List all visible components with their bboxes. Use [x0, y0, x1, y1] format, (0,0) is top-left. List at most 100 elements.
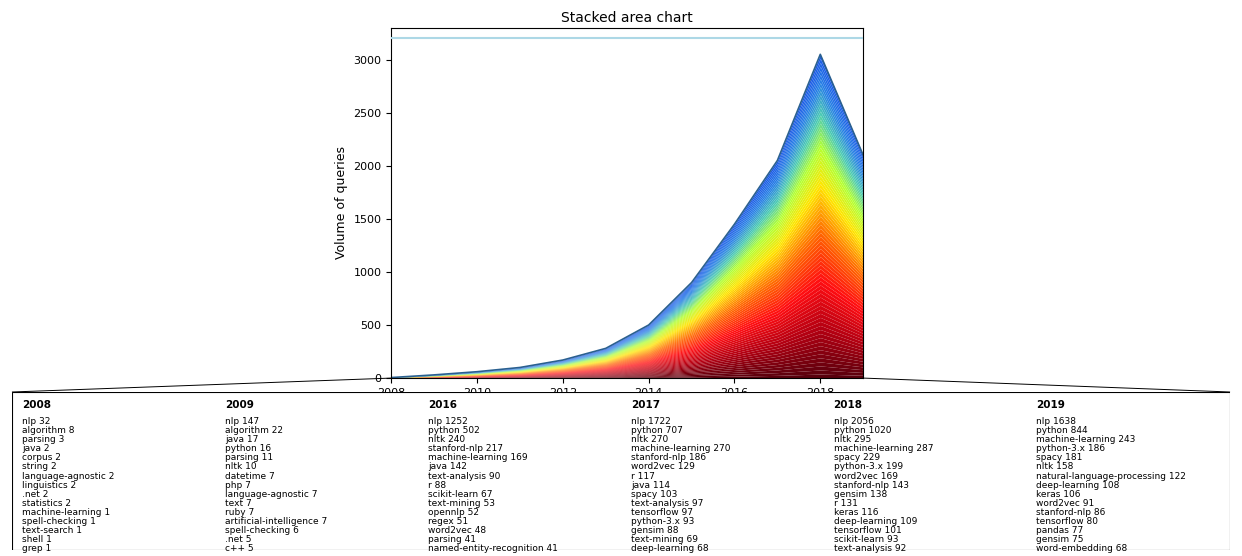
Text: tensorflow 101: tensorflow 101 [833, 526, 902, 535]
Text: gensim 138: gensim 138 [833, 490, 887, 499]
Text: word-embedding 68: word-embedding 68 [1037, 544, 1128, 553]
Text: named-entity-recognition 41: named-entity-recognition 41 [428, 544, 558, 553]
Text: opennlp 52: opennlp 52 [428, 508, 479, 517]
Text: tensorflow 97: tensorflow 97 [631, 508, 693, 517]
Text: spacy 103: spacy 103 [631, 490, 677, 499]
Text: gensim 88: gensim 88 [631, 526, 678, 535]
Text: python 707: python 707 [631, 426, 683, 435]
Text: keras 106: keras 106 [1037, 490, 1081, 499]
Text: text-mining 69: text-mining 69 [631, 535, 698, 544]
Text: string 2: string 2 [22, 463, 57, 471]
Text: machine-learning 243: machine-learning 243 [1037, 435, 1136, 444]
Text: 2009: 2009 [225, 400, 253, 410]
Text: r 88: r 88 [428, 480, 446, 490]
Text: nlp 2056: nlp 2056 [833, 418, 873, 426]
Text: java 142: java 142 [428, 463, 467, 471]
Text: parsing 3: parsing 3 [22, 435, 65, 444]
Text: word2vec 91: word2vec 91 [1037, 499, 1094, 508]
Text: r 131: r 131 [833, 499, 857, 508]
Text: 2018: 2018 [833, 400, 863, 410]
Text: 2019: 2019 [1037, 400, 1066, 410]
Text: parsing 41: parsing 41 [428, 535, 476, 544]
Text: spell-checking 6: spell-checking 6 [225, 526, 299, 535]
Text: 2008: 2008 [22, 400, 51, 410]
Text: text-analysis 97: text-analysis 97 [631, 499, 703, 508]
Text: artificial-intelligence 7: artificial-intelligence 7 [225, 517, 328, 525]
Text: natural-language-processing 122: natural-language-processing 122 [1037, 471, 1186, 480]
Text: 2016: 2016 [428, 400, 457, 410]
Text: .net 2: .net 2 [22, 490, 48, 499]
Text: nltk 10: nltk 10 [225, 463, 257, 471]
Text: nlp 147: nlp 147 [225, 418, 260, 426]
Text: php 7: php 7 [225, 480, 251, 490]
Text: java 114: java 114 [631, 480, 669, 490]
Text: spacy 181: spacy 181 [1037, 454, 1083, 463]
Text: text-search 1: text-search 1 [22, 526, 82, 535]
Text: text 7: text 7 [225, 499, 252, 508]
Text: text-analysis 90: text-analysis 90 [428, 471, 501, 480]
Y-axis label: Volume of queries: Volume of queries [335, 146, 348, 260]
Text: language-agnostic 2: language-agnostic 2 [22, 471, 114, 480]
Text: nltk 240: nltk 240 [428, 435, 465, 444]
Text: python-3.x 186: python-3.x 186 [1037, 444, 1105, 454]
Text: algorithm 22: algorithm 22 [225, 426, 283, 435]
Text: word2vec 169: word2vec 169 [833, 471, 898, 480]
Text: machine-learning 169: machine-learning 169 [428, 454, 528, 463]
Text: python 502: python 502 [428, 426, 479, 435]
Text: ruby 7: ruby 7 [225, 508, 255, 517]
Text: java 2: java 2 [22, 444, 50, 454]
Text: machine-learning 287: machine-learning 287 [833, 444, 933, 454]
Text: java 17: java 17 [225, 435, 258, 444]
Text: keras 116: keras 116 [833, 508, 878, 517]
Text: tensorflow 80: tensorflow 80 [1037, 517, 1098, 525]
Text: spacy 229: spacy 229 [833, 454, 879, 463]
Text: stanford-nlp 217: stanford-nlp 217 [428, 444, 503, 454]
Text: shell 1: shell 1 [22, 535, 52, 544]
Text: stanford-nlp 86: stanford-nlp 86 [1037, 508, 1105, 517]
Text: statistics 2: statistics 2 [22, 499, 71, 508]
Text: datetime 7: datetime 7 [225, 471, 274, 480]
Text: language-agnostic 7: language-agnostic 7 [225, 490, 318, 499]
Text: pandas 77: pandas 77 [1037, 526, 1084, 535]
FancyBboxPatch shape [12, 392, 1230, 550]
Text: machine-learning 1: machine-learning 1 [22, 508, 111, 517]
Text: parsing 11: parsing 11 [225, 454, 273, 463]
Text: linguistics 2: linguistics 2 [22, 480, 76, 490]
Text: r 117: r 117 [631, 471, 655, 480]
X-axis label: year: year [614, 403, 641, 416]
Text: spell-checking 1: spell-checking 1 [22, 517, 96, 525]
Text: text-mining 53: text-mining 53 [428, 499, 494, 508]
Text: nltk 158: nltk 158 [1037, 463, 1074, 471]
Text: 2017: 2017 [631, 400, 660, 410]
Text: scikit-learn 93: scikit-learn 93 [833, 535, 898, 544]
Text: c++ 5: c++ 5 [225, 544, 253, 553]
Text: text-analysis 92: text-analysis 92 [833, 544, 905, 553]
Text: nlp 1638: nlp 1638 [1037, 418, 1077, 426]
Text: algorithm 8: algorithm 8 [22, 426, 75, 435]
Text: nltk 270: nltk 270 [631, 435, 668, 444]
Text: python 1020: python 1020 [833, 426, 891, 435]
Text: grep 1: grep 1 [22, 544, 51, 553]
Text: nlp 1722: nlp 1722 [631, 418, 671, 426]
Title: Stacked area chart: Stacked area chart [561, 11, 693, 25]
Text: stanford-nlp 186: stanford-nlp 186 [631, 454, 705, 463]
Text: nlp 32: nlp 32 [22, 418, 51, 426]
Text: nltk 295: nltk 295 [833, 435, 871, 444]
Text: gensim 75: gensim 75 [1037, 535, 1084, 544]
Text: deep-learning 108: deep-learning 108 [1037, 480, 1120, 490]
Text: nlp 1252: nlp 1252 [428, 418, 468, 426]
Text: word2vec 129: word2vec 129 [631, 463, 694, 471]
Text: regex 51: regex 51 [428, 517, 468, 525]
Text: word2vec 48: word2vec 48 [428, 526, 486, 535]
Text: machine-learning 270: machine-learning 270 [631, 444, 730, 454]
Text: python-3.x 93: python-3.x 93 [631, 517, 694, 525]
Text: python 844: python 844 [1037, 426, 1088, 435]
Text: deep-learning 68: deep-learning 68 [631, 544, 708, 553]
Text: python 16: python 16 [225, 444, 271, 454]
Text: deep-learning 109: deep-learning 109 [833, 517, 917, 525]
Text: scikit-learn 67: scikit-learn 67 [428, 490, 492, 499]
Text: stanford-nlp 143: stanford-nlp 143 [833, 480, 909, 490]
Text: .net 5: .net 5 [225, 535, 252, 544]
Text: corpus 2: corpus 2 [22, 454, 61, 463]
Text: python-3.x 199: python-3.x 199 [833, 463, 903, 471]
